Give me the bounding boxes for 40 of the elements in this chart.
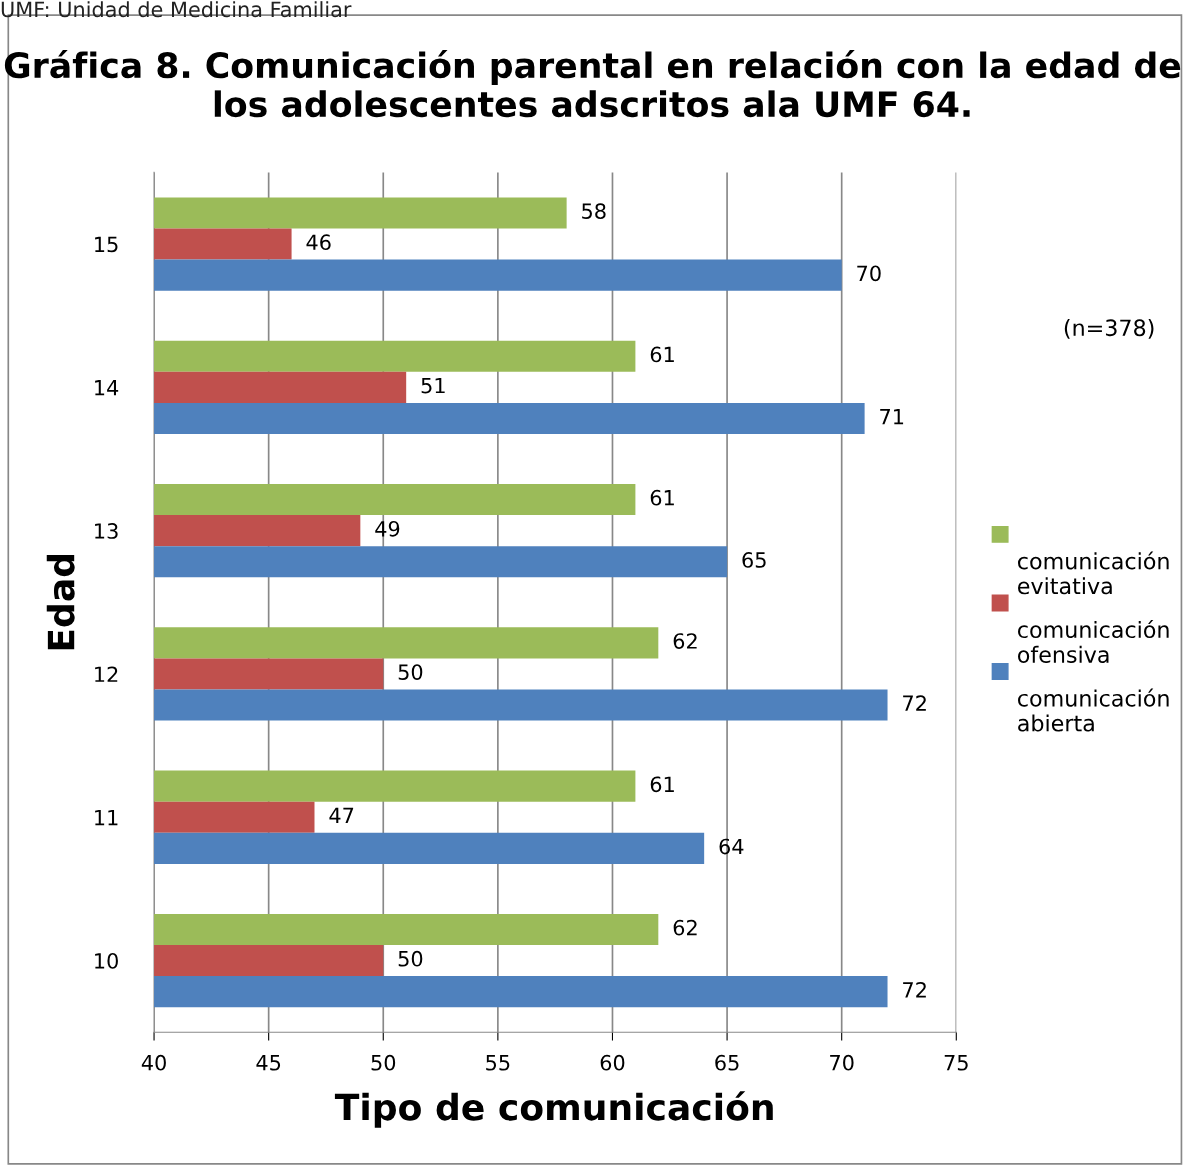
data-label: 62 (673, 919, 697, 936)
y-tick-label: 11 (95, 809, 118, 826)
data-label: 65 (742, 552, 766, 568)
x-tick-label: 55 (486, 1055, 510, 1071)
x-tick-label: 40 (141, 1054, 166, 1071)
data-label: 70 (857, 265, 881, 282)
legend-label: comunicación evitativa (1018, 551, 1169, 595)
data-label: 72 (903, 981, 926, 998)
x-tick-label: 45 (256, 1055, 281, 1071)
y-axis-title: Edad (46, 554, 75, 650)
x-tick-label: 60 (600, 1054, 625, 1071)
x-tick-label: 75 (944, 1055, 968, 1071)
y-tick-label: 15 (95, 236, 118, 253)
data-label: 49 (375, 520, 400, 537)
data-label: 46 (306, 234, 331, 251)
text: (n=378) (1064, 318, 1154, 339)
data-label: 62 (673, 633, 697, 649)
legend-label: comunicación abierta (1018, 688, 1169, 732)
data-label: 64 (719, 838, 744, 855)
y-tick-label: 14 (95, 380, 119, 396)
y-tick-label: 10 (95, 953, 118, 969)
text: UMF: Unidad de Medicina Familiar (1, 1, 352, 18)
data-label: 47 (329, 807, 354, 823)
data-label: 71 (880, 409, 904, 425)
x-tick-label: 65 (715, 1054, 739, 1071)
data-label: 50 (398, 664, 423, 680)
data-label: 61 (650, 489, 674, 506)
data-label: 61 (650, 346, 674, 363)
legend-label: comunicación ofensiva (1018, 619, 1169, 663)
y-tick-label: 12 (95, 666, 118, 682)
x-tick-label: 70 (830, 1054, 854, 1071)
x-tick-label: 50 (371, 1054, 396, 1071)
chart-title: Gráfica 8. Comunicación parental en relación con la edad de los adolescentes adscritos ala UMF 64. (4, 50, 1181, 118)
data-label: 72 (903, 695, 926, 711)
data-label: 58 (582, 203, 606, 220)
data-label: 51 (421, 377, 445, 394)
data-label: 50 (398, 950, 423, 967)
x-axis-title: Tipo de comunicación (334, 1091, 773, 1128)
y-tick-label: 13 (95, 523, 118, 539)
data-label: 61 (650, 776, 674, 793)
